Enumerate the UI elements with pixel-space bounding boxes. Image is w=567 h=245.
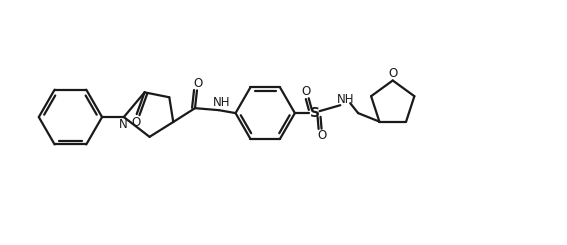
Text: NH: NH [213, 96, 230, 109]
Text: O: O [301, 85, 310, 98]
Text: S: S [310, 106, 320, 120]
Text: N: N [119, 119, 127, 132]
Text: O: O [131, 115, 140, 129]
Text: O: O [317, 129, 326, 142]
Text: O: O [388, 67, 397, 80]
Text: O: O [193, 77, 202, 90]
Text: NH: NH [337, 93, 354, 106]
